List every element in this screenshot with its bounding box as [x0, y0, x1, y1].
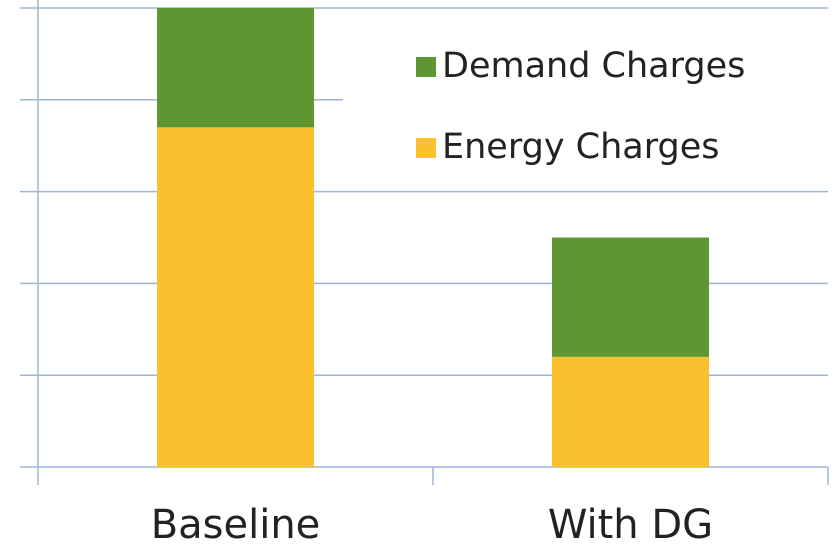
bar-segment — [157, 8, 314, 128]
legend-box — [343, 10, 835, 188]
legend-swatch — [416, 57, 436, 77]
bar-segment — [552, 237, 709, 357]
x-tick-label: Baseline — [151, 502, 321, 548]
bar-segment — [157, 127, 314, 467]
legend-label: Energy Charges — [442, 127, 720, 167]
bar-segment — [552, 356, 709, 467]
legend-swatch — [416, 138, 436, 158]
legend-label: Demand Charges — [442, 46, 745, 86]
x-tick-label: With DG — [548, 502, 713, 548]
